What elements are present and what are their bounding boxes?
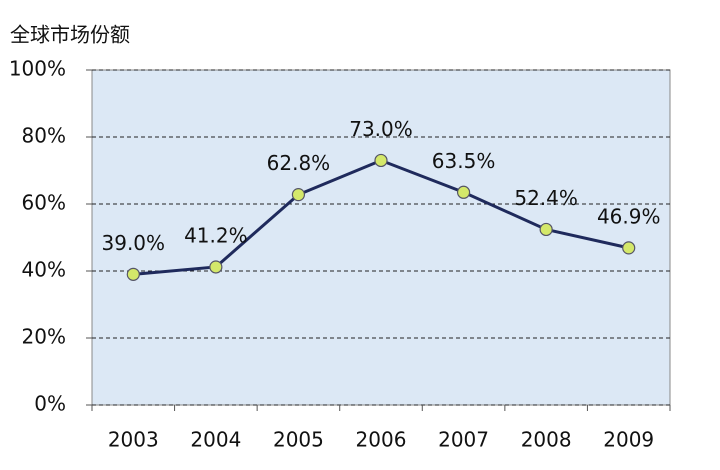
y-tick-label: 20% [22,325,66,349]
data-label: 52.4% [514,186,578,210]
marker [539,222,553,237]
x-tick-label: 2008 [521,428,572,452]
data-label: 73.0% [349,117,413,141]
marker [209,260,223,274]
y-tick-label: 100% [9,57,66,81]
marker [456,185,471,199]
y-tick-label: 0% [34,392,66,416]
x-tick-label: 2005 [273,428,324,452]
x-tick-label: 2009 [603,428,654,452]
marker [126,267,140,281]
data-label: 63.5% [432,149,496,173]
marker [374,153,388,168]
y-tick-label: 80% [22,124,66,148]
chart-title: 全球市场份额 [10,23,130,47]
x-tick-label: 2004 [190,428,241,452]
x-tick-label: 2003 [108,428,159,452]
data-label: 62.8% [267,151,331,175]
y-tick-label: 60% [22,191,66,215]
data-label: 46.9% [597,204,661,228]
marker [291,188,306,202]
x-tick-label: 2006 [356,428,407,452]
data-label: 41.2% [184,223,248,247]
marker [622,241,636,255]
plot-area [91,69,671,406]
data-label: 39.0% [102,231,166,255]
y-tick-label: 40% [22,258,66,282]
x-tick-label: 2007 [438,428,489,452]
